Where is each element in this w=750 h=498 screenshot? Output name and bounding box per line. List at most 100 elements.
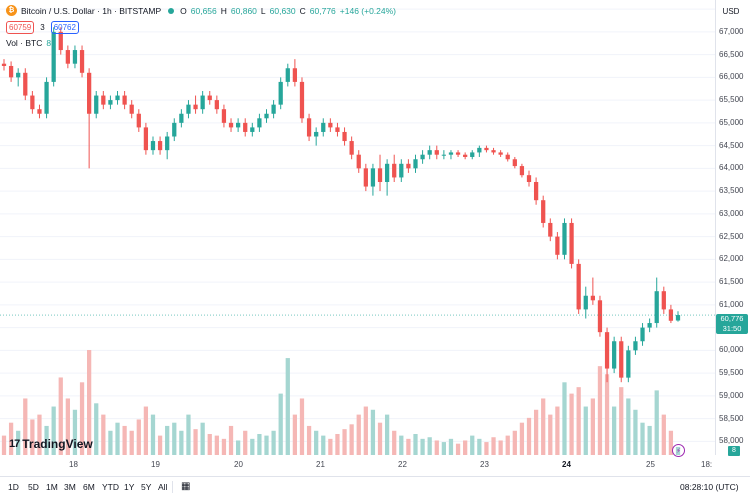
candle-body: [207, 95, 212, 101]
go-to-date-icon[interactable]: ▦: [181, 481, 191, 492]
volume-bar: [87, 350, 92, 455]
candle-body: [619, 341, 624, 378]
range-1m-button[interactable]: 1M: [46, 482, 58, 492]
volume-bar: [392, 430, 397, 455]
candle-body: [533, 182, 539, 201]
candle-body: [285, 68, 290, 82]
candle-body: [484, 147, 489, 151]
candle-body: [214, 100, 219, 110]
range-ytd-button[interactable]: YTD: [102, 482, 119, 492]
candle-body: [342, 131, 347, 142]
candle-body: [512, 159, 517, 167]
price-tick-label: 62,500: [719, 231, 744, 241]
volume-bar: [420, 438, 425, 455]
currency-select[interactable]: USD: [717, 4, 745, 18]
candle-body: [328, 122, 333, 128]
currency-label: USD: [722, 6, 740, 16]
price-tick-label: 64,000: [719, 163, 744, 173]
candle-body: [193, 104, 198, 110]
volume-bar: [44, 425, 49, 455]
volume-bar: [370, 409, 376, 455]
candle-body: [243, 122, 248, 132]
candle-body: [321, 122, 326, 132]
volume-bar: [427, 437, 432, 455]
candle-body: [221, 109, 227, 123]
volume-legend[interactable]: Vol · BTC 8: [6, 38, 51, 48]
last-price-tag: 60,776 31:50: [716, 314, 748, 334]
candle-body: [633, 341, 638, 351]
volume-bar: [576, 387, 581, 455]
candle-body: [101, 95, 106, 105]
volume-bar: [526, 417, 532, 455]
volume-bar: [179, 430, 184, 455]
volume-bar: [633, 409, 638, 455]
volume-bar: [356, 414, 361, 455]
volume-bar: [299, 398, 305, 455]
range-all-button[interactable]: All: [158, 482, 168, 492]
candle-body: [441, 154, 447, 156]
volume-bar: [157, 435, 163, 455]
candle-body: [555, 236, 560, 255]
candle-body: [541, 200, 546, 223]
high-label: H: [220, 5, 227, 16]
volume-bar: [214, 435, 219, 455]
lightning-icon[interactable]: ⚡: [672, 444, 685, 457]
price-axis[interactable]: 67,50067,00066,50066,00065,50065,00064,5…: [715, 0, 750, 455]
volume-bar: [30, 419, 35, 455]
candle-body: [668, 309, 674, 321]
volume-bar: [94, 403, 99, 455]
candle-body: [271, 104, 276, 114]
candle-body: [278, 81, 283, 105]
volume-bar: [228, 425, 234, 455]
candle-body: [16, 72, 21, 78]
volume-bar: [172, 422, 177, 455]
time-tick-label: 25: [646, 460, 655, 469]
candle-body: [150, 141, 156, 151]
volume-bar: [626, 398, 631, 455]
price-tick-label: 63,500: [719, 186, 744, 196]
volume-bar: [562, 382, 567, 455]
candle-body: [470, 152, 475, 157]
range-1d-button[interactable]: 1D: [8, 482, 19, 492]
range-3m-button[interactable]: 3M: [64, 482, 76, 492]
candle-body: [420, 154, 425, 160]
volume-bar: [377, 422, 383, 455]
candle-body: [1, 63, 7, 66]
candle-body: [72, 50, 78, 64]
range-6m-button[interactable]: 6M: [83, 482, 95, 492]
price-tick-label: 58,500: [719, 413, 744, 423]
volume-bar: [604, 374, 610, 455]
symbol-title[interactable]: Bitcoin / U.S. Dollar · 1h · BITSTAMP: [21, 5, 162, 16]
price-chart[interactable]: [0, 0, 715, 455]
buy-price-button[interactable]: 60762: [50, 21, 79, 34]
volume-bar: [250, 438, 255, 455]
volume-bar: [647, 425, 652, 455]
volume-value: 8: [46, 38, 52, 48]
sell-price-button[interactable]: 60759: [6, 21, 35, 34]
range-5y-button[interactable]: 5Y: [141, 482, 152, 492]
volume-bar: [65, 398, 70, 455]
volume-bar: [455, 443, 461, 455]
utc-clock[interactable]: 08:28:10 (UTC): [680, 482, 739, 492]
volume-bar: [186, 414, 191, 455]
volume-bar: [243, 430, 248, 455]
time-tick-label: 24: [562, 460, 571, 469]
price-tick-label: 66,500: [719, 49, 744, 59]
range-5d-button[interactable]: 5D: [28, 482, 39, 492]
range-1y-button[interactable]: 1Y: [124, 482, 135, 492]
toolbar-divider: [172, 481, 173, 493]
candle-body: [377, 168, 383, 182]
candle-body: [569, 222, 574, 264]
volume-bar: [533, 409, 539, 455]
volume-bar: [484, 442, 489, 455]
tradingview-logo[interactable]: 17 TradingView: [9, 437, 93, 451]
candle-body: [235, 122, 241, 128]
low-value: 60,630: [269, 5, 296, 16]
candle-body: [491, 150, 496, 153]
candle-body: [58, 31, 63, 51]
candle-body: [576, 263, 581, 310]
candle-body: [23, 72, 28, 96]
candle-body: [384, 163, 390, 182]
candle-body: [505, 154, 510, 160]
volume-bar: [235, 440, 241, 455]
